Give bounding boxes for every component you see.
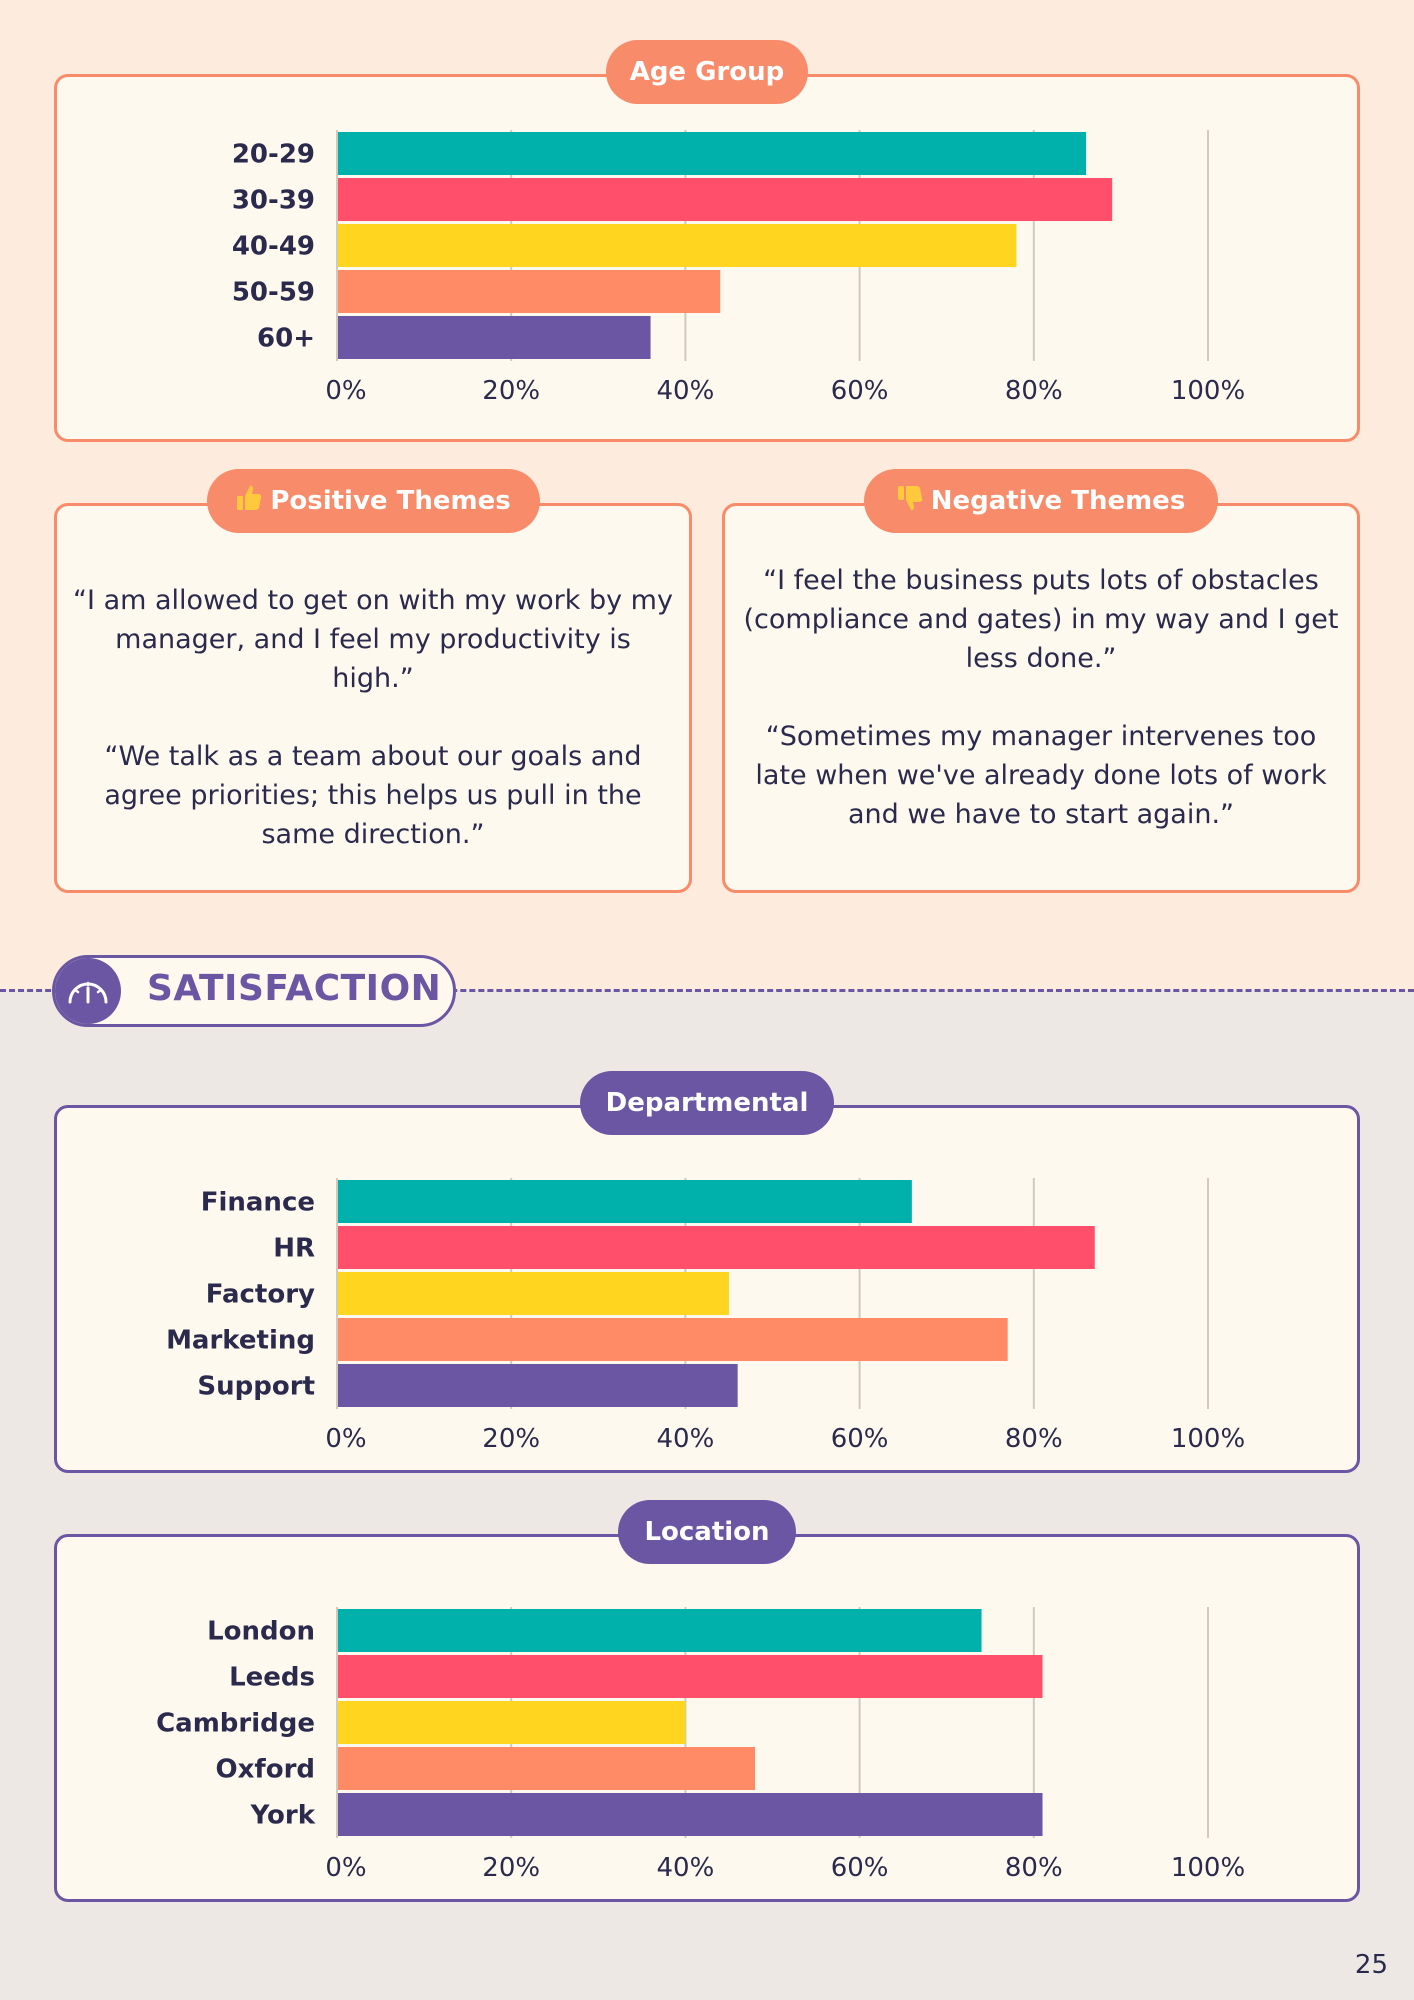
bar <box>337 1747 756 1790</box>
gauge-icon <box>55 958 121 1024</box>
age-group-panel: 20-29 30-39 40-49 50-59 60+ 0% 20% 40% 60% 80% 100… <box>54 74 1360 442</box>
bar <box>337 1609 982 1652</box>
category-label: Cambridge <box>156 1709 315 1739</box>
bar <box>337 1180 912 1223</box>
category-label: 50-59 <box>232 278 315 308</box>
category-label: Finance <box>201 1188 315 1218</box>
tick-label: 20% <box>482 1424 540 1454</box>
section-title: SATISFACTION <box>147 968 442 1009</box>
positive-quotes: “I am allowed to get on with my work by … <box>71 581 675 854</box>
tick-label: 80% <box>1005 376 1063 406</box>
category-label: Factory <box>206 1280 315 1310</box>
bar <box>337 178 1113 221</box>
departmental-label: Departmental <box>580 1071 834 1135</box>
tick-label: 0% <box>325 376 366 406</box>
satisfaction-badge: SATISFACTION <box>52 955 456 1027</box>
section-divider <box>0 989 1414 992</box>
negative-quote: “Sometimes my manager intervenes too lat… <box>755 721 1327 830</box>
bar <box>337 316 651 359</box>
page-number: 25 <box>1354 1950 1388 1980</box>
bar <box>337 1272 729 1315</box>
departmental-panel: Finance HR Factory Marketing Support 0% 20% 40%… <box>54 1105 1360 1473</box>
age-group-chart: 20-29 30-39 40-49 50-59 60+ 0% 20% 40% 60% 80% 100… <box>232 130 1245 406</box>
tick-label: 0% <box>325 1853 366 1883</box>
category-label: 40-49 <box>232 232 315 262</box>
departmental-chart: Finance HR Factory Marketing Support 0% 20% 40%… <box>166 1178 1245 1454</box>
negative-quote: “I feel the business puts lots of obstac… <box>743 565 1339 674</box>
bar <box>337 1793 1043 1836</box>
tick-label: 40% <box>657 376 715 406</box>
age-group-label: Age Group <box>606 40 808 104</box>
tick-label: 60% <box>831 1853 889 1883</box>
category-label: London <box>207 1617 315 1647</box>
bar <box>337 1226 1095 1269</box>
bar <box>337 1655 1043 1698</box>
tick-label: 100% <box>1171 1424 1245 1454</box>
tick-label: 60% <box>831 376 889 406</box>
category-label: 30-39 <box>232 186 315 216</box>
location-label-text: Location <box>644 1517 770 1547</box>
category-label: Oxford <box>216 1755 315 1785</box>
negative-themes-panel: “I feel the business puts lots of obstac… <box>722 503 1360 893</box>
negative-themes-label-text: Negative Themes <box>930 486 1186 516</box>
positive-quote: “I am allowed to get on with my work by … <box>73 585 673 694</box>
category-label: HR <box>273 1234 315 1264</box>
category-label: 60+ <box>257 324 315 354</box>
bar <box>337 132 1087 175</box>
thumbs-down-icon <box>897 484 923 519</box>
positive-themes-label: Positive Themes <box>207 469 540 533</box>
tick-label: 20% <box>482 376 540 406</box>
positive-quote: “We talk as a team about our goals and a… <box>104 741 642 850</box>
tick-label: 60% <box>831 1424 889 1454</box>
bar <box>337 224 1017 267</box>
tick-label: 0% <box>325 1424 366 1454</box>
tick-label: 40% <box>657 1424 715 1454</box>
category-label: Support <box>197 1372 315 1402</box>
tick-label: 80% <box>1005 1424 1063 1454</box>
category-label: Leeds <box>229 1663 315 1693</box>
bar <box>337 1701 686 1744</box>
tick-label: 80% <box>1005 1853 1063 1883</box>
thumbs-up-icon <box>236 484 262 519</box>
age-group-label-text: Age Group <box>629 57 785 87</box>
category-label: 20-29 <box>232 140 315 170</box>
tick-label: 20% <box>482 1853 540 1883</box>
bar <box>337 270 721 313</box>
tick-label: 100% <box>1171 376 1245 406</box>
negative-quotes: “I feel the business puts lots of obstac… <box>739 561 1343 834</box>
tick-label: 40% <box>657 1853 715 1883</box>
tick-label: 100% <box>1171 1853 1245 1883</box>
category-label: Marketing <box>166 1326 315 1356</box>
negative-themes-label: Negative Themes <box>864 469 1218 533</box>
departmental-label-text: Departmental <box>605 1088 809 1118</box>
location-panel: London Leeds Cambridge Oxford York 0% 20% 40% 60… <box>54 1534 1360 1902</box>
location-label: Location <box>618 1500 796 1564</box>
location-chart: London Leeds Cambridge Oxford York 0% 20% 40% 60… <box>156 1607 1245 1883</box>
positive-themes-panel: “I am allowed to get on with my work by … <box>54 503 692 893</box>
positive-themes-label-text: Positive Themes <box>270 486 511 516</box>
bar <box>337 1364 738 1407</box>
bar <box>337 1318 1008 1361</box>
category-label: York <box>250 1801 316 1831</box>
